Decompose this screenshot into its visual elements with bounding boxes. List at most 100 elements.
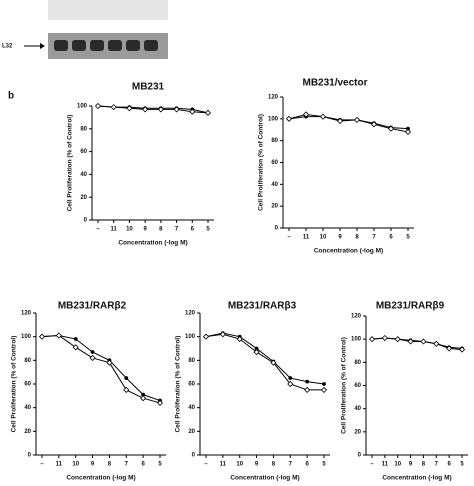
marker: [126, 105, 133, 112]
x-tick-label: 8: [355, 235, 359, 241]
y-tick-label: 60: [80, 149, 87, 155]
y-tick-label: 80: [24, 358, 31, 364]
x-tick-label: 6: [389, 235, 393, 241]
marker: [270, 359, 277, 366]
x-tick-label: 6: [191, 227, 195, 233]
marker: [141, 392, 146, 397]
marker: [202, 333, 210, 340]
x-tick-label: 9: [409, 462, 413, 468]
x-tick-label: –: [96, 227, 100, 233]
y-tick-label: 0: [275, 226, 279, 232]
marker: [433, 340, 440, 347]
marker: [94, 102, 102, 110]
marker: [254, 346, 259, 351]
x-tick-label: 5: [158, 462, 162, 468]
marker: [219, 331, 226, 338]
y-tick-label: 40: [24, 405, 31, 411]
x-tick-label: –: [204, 462, 208, 468]
y-tick-label: 80: [271, 138, 278, 144]
marker: [287, 380, 294, 388]
marker: [353, 116, 361, 123]
x-axis-label: Concentration (-log M): [382, 475, 451, 482]
y-axis-label: Cell Proliferation (% of Control): [258, 114, 265, 211]
x-axis-label: Concentration (-log M): [230, 475, 299, 482]
y-tick-label: 100: [268, 116, 279, 122]
x-tick-label: 6: [447, 462, 451, 468]
x-tick-label: –: [40, 462, 44, 468]
y-tick-label: 40: [271, 182, 278, 188]
marker: [38, 333, 46, 340]
y-tick-label: 120: [268, 95, 279, 101]
y-tick-label: 40: [354, 406, 361, 412]
marker: [288, 376, 293, 380]
blot-label: L32: [2, 44, 13, 50]
y-tick-label: 80: [188, 358, 195, 364]
chart-title: MB231/RARβ2: [58, 301, 127, 312]
marker: [387, 125, 395, 132]
y-axis-label: Cell Proliferation (% of Control): [175, 336, 182, 433]
y-tick-label: 0: [28, 453, 32, 459]
series-line: [288, 113, 409, 133]
y-tick-label: 100: [185, 334, 196, 340]
marker: [140, 395, 147, 402]
y-tick-label: 80: [354, 360, 361, 366]
x-tick-label: 9: [143, 227, 147, 233]
y-axis-label: Cell Proliferation (% of Control): [341, 337, 348, 434]
marker: [106, 359, 113, 366]
marker: [89, 354, 96, 362]
marker: [381, 334, 388, 342]
y-tick-label: 60: [271, 160, 278, 166]
y-tick-label: 100: [351, 337, 362, 343]
marker: [446, 345, 453, 352]
y-tick-label: 60: [24, 382, 31, 388]
marker: [142, 106, 149, 113]
x-tick-label: 9: [255, 462, 259, 468]
marker: [322, 382, 326, 386]
y-tick-label: 100: [77, 104, 88, 110]
y-tick-label: 60: [188, 382, 195, 388]
x-tick-label: 6: [141, 462, 145, 468]
y-tick-label: 0: [84, 218, 88, 224]
y-axis-label: Cell Proliferation (% of Control): [11, 336, 18, 433]
marker: [156, 399, 164, 406]
y-tick-label: 80: [80, 126, 87, 132]
marker: [304, 386, 311, 393]
marker: [370, 121, 378, 128]
x-tick-label: 8: [159, 227, 163, 233]
y-tick-label: 120: [185, 311, 196, 317]
x-tick-label: 10: [320, 235, 327, 241]
chart-title: MB231/vector: [302, 78, 367, 89]
arrow-head: [40, 43, 45, 49]
x-tick-label: 10: [126, 227, 133, 233]
y-tick-label: 0: [192, 453, 196, 459]
x-tick-label: 11: [111, 227, 118, 233]
x-axis-label: Concentration (-log M): [314, 248, 383, 255]
x-tick-label: 5: [406, 235, 410, 241]
y-tick-label: 20: [271, 204, 278, 210]
x-tick-label: 9: [338, 235, 342, 241]
marker: [285, 115, 293, 122]
series-line: [41, 334, 161, 402]
x-tick-label: 5: [206, 227, 210, 233]
x-tick-label: 8: [272, 462, 276, 468]
x-tick-label: 7: [289, 462, 293, 468]
x-tick-label: 7: [175, 227, 179, 233]
x-tick-label: 7: [125, 462, 129, 468]
x-tick-label: 11: [56, 462, 63, 468]
marker: [110, 104, 117, 111]
x-tick-label: –: [370, 462, 374, 468]
marker: [73, 337, 78, 341]
x-tick-label: 6: [305, 462, 309, 468]
x-axis-label: Concentration (-log M): [66, 475, 135, 482]
marker: [55, 332, 62, 339]
marker: [458, 346, 466, 353]
x-tick-label: 8: [422, 462, 426, 468]
y-tick-label: 40: [80, 172, 87, 178]
series-line: [205, 332, 325, 385]
chart-title: MB231/RARβ3: [228, 301, 297, 312]
y-axis-label: Cell Proliferation (% of Control): [67, 115, 74, 212]
y-tick-label: 120: [351, 314, 362, 320]
marker: [157, 106, 164, 113]
marker: [336, 117, 344, 125]
